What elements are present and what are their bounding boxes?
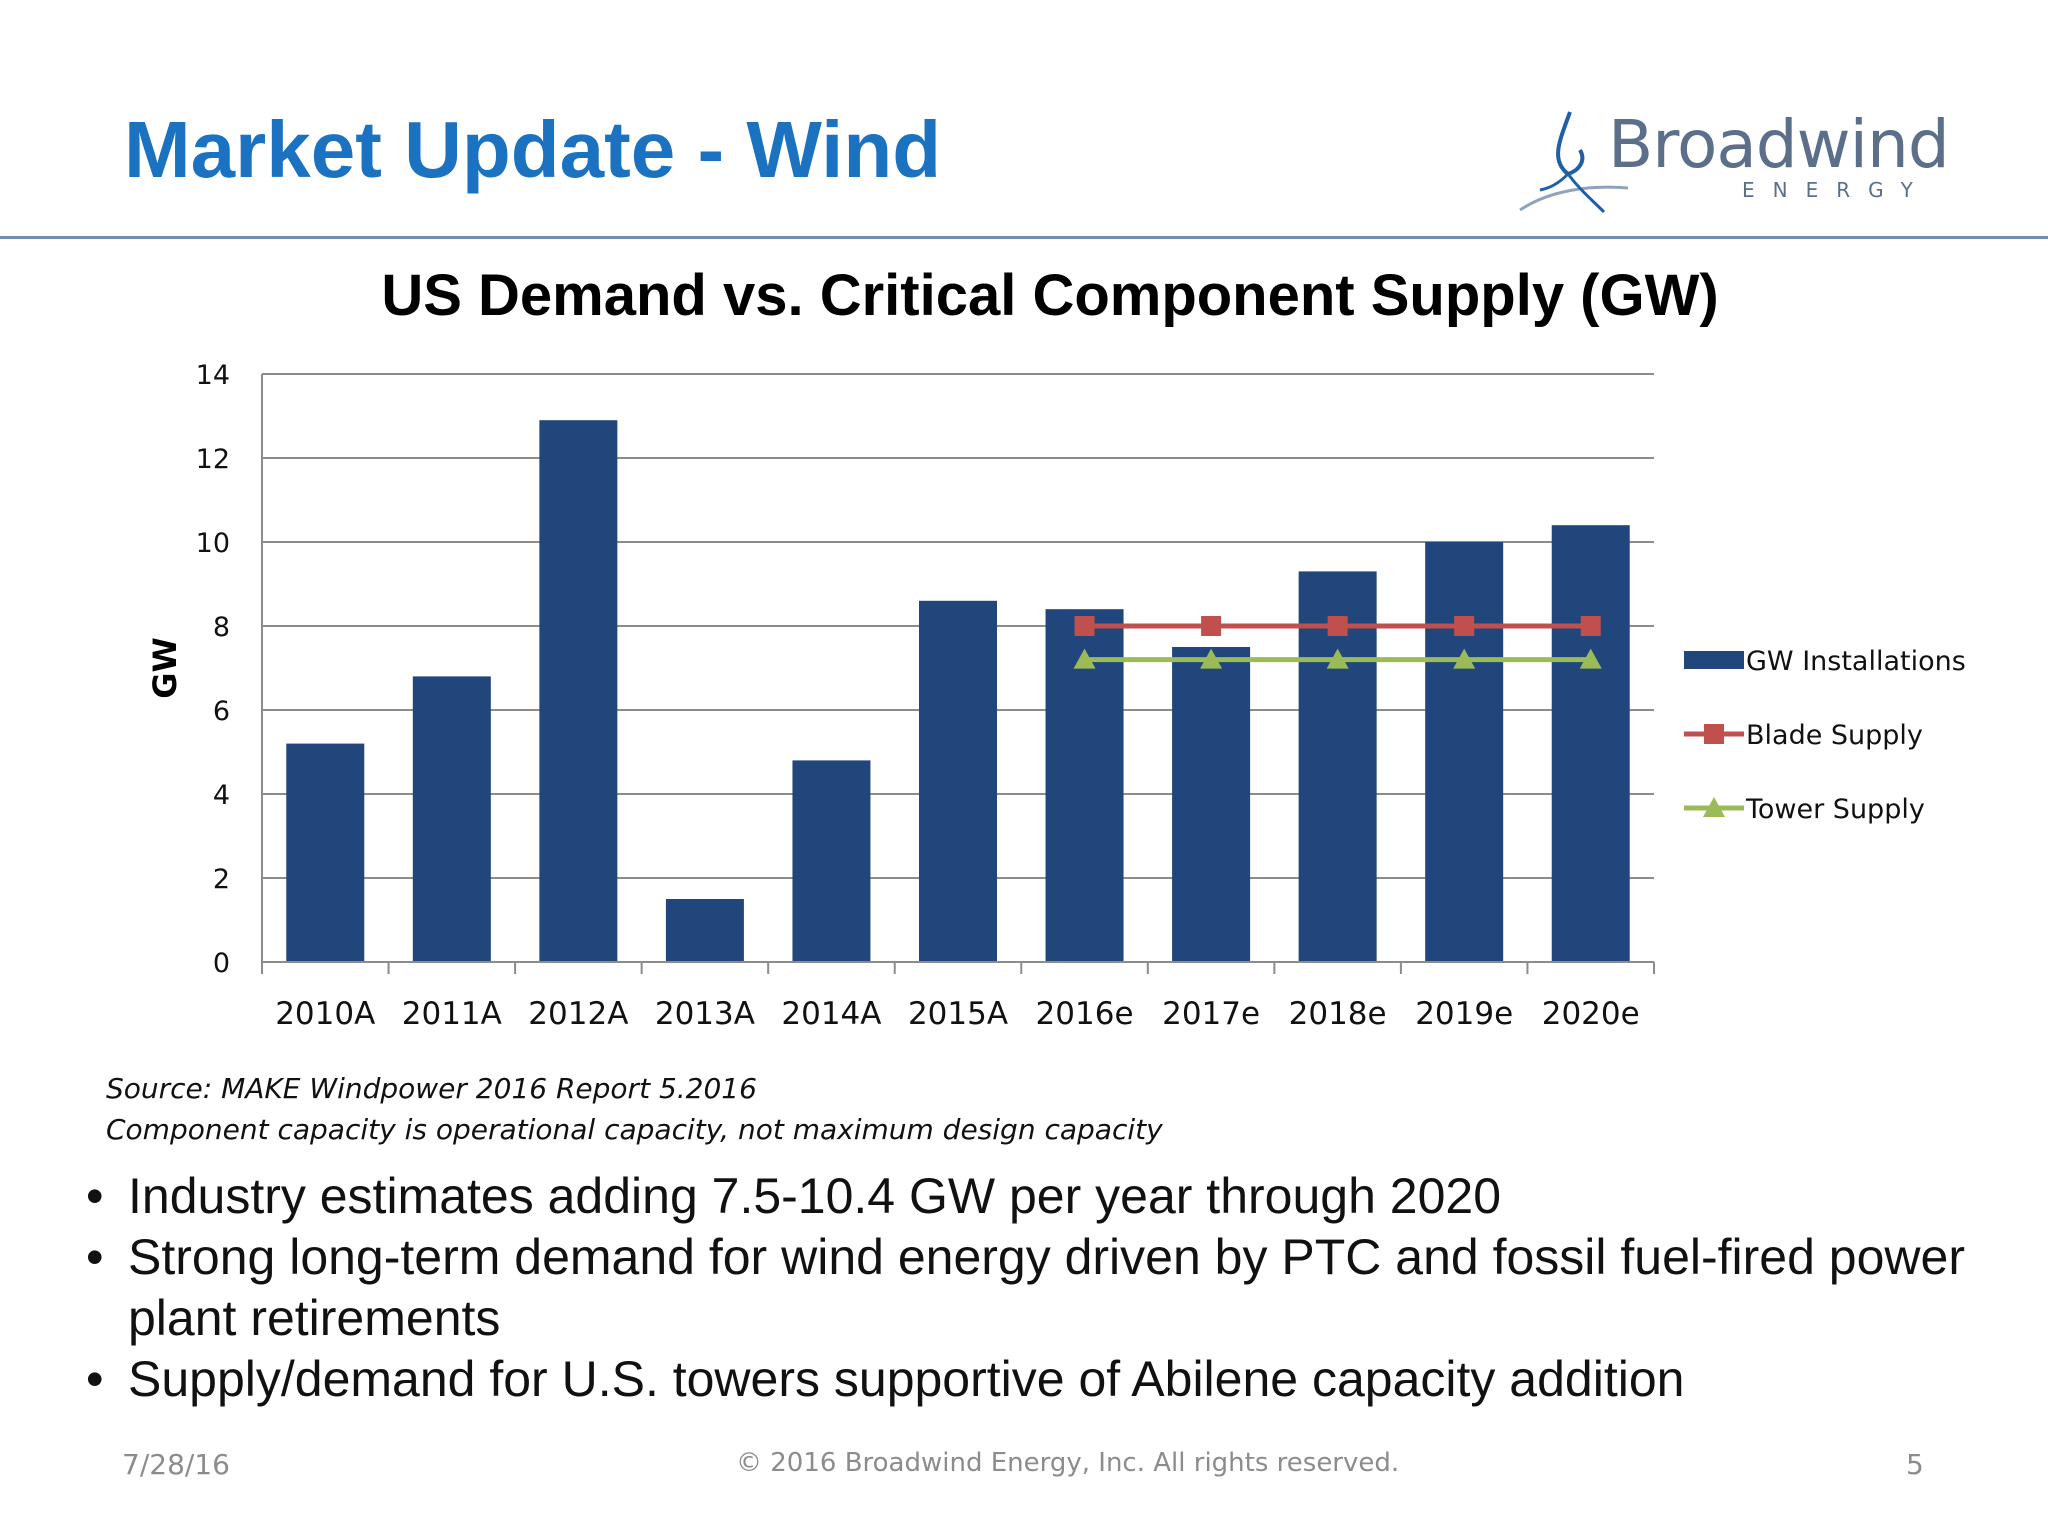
bar-gw-installations [665, 899, 744, 962]
x-tick-label: 2016e [1036, 996, 1134, 1032]
footer-copyright: © 2016 Broadwind Energy, Inc. All rights… [736, 1448, 1400, 1478]
logo-wordmark: Broadwind [1608, 106, 1950, 183]
bullet-symbol: • [86, 1351, 104, 1407]
marker-blade-supply [1074, 616, 1095, 636]
chart-title: US Demand vs. Critical Component Supply … [381, 263, 1719, 328]
y-tick-label: 6 [213, 696, 230, 727]
bar-gw-installations [1298, 571, 1377, 962]
bullet-symbol: • [86, 1168, 104, 1224]
bar-gw-installations [1172, 647, 1251, 962]
source-caveat: Component capacity is operational capaci… [106, 1113, 1163, 1146]
y-tick-label: 0 [213, 948, 230, 979]
x-tick-label: 2014A [781, 996, 881, 1032]
bullet-text: Supply/demand for U.S. towers supportive… [128, 1351, 1685, 1407]
marker-blade-supply [1454, 616, 1475, 636]
bar-gw-installations [792, 760, 871, 962]
bar-gw-installations [1425, 542, 1504, 962]
marker-blade-supply [1327, 616, 1348, 636]
marker-tower-supply [1579, 648, 1602, 669]
marker-tower-supply [1453, 648, 1476, 669]
y-tick-label: 10 [196, 528, 230, 559]
x-tick-label: 2015A [908, 996, 1008, 1032]
marker-blade-supply [1580, 616, 1601, 636]
y-tick-label: 14 [196, 360, 230, 391]
legend-swatch-gw-installations [1684, 651, 1744, 669]
x-tick-label: 2019e [1415, 996, 1513, 1032]
x-tick-label: 2020e [1542, 996, 1640, 1032]
x-tick-label: 2010A [275, 996, 375, 1032]
bar-gw-installations [1551, 525, 1630, 962]
logo-subtitle: ENERGY [1742, 178, 1931, 202]
marker-blade-supply [1201, 616, 1222, 636]
x-tick-label: 2017e [1162, 996, 1260, 1032]
footer-date: 7/28/16 [122, 1448, 230, 1481]
company-logo: Broadwind ENERGY [1510, 100, 1950, 220]
slide-title: Market Update - Wind [124, 105, 942, 194]
bullet-item: • Industry estimates adding 7.5-10.4 GW … [86, 1166, 2026, 1227]
x-tick-label: 2013A [655, 996, 755, 1032]
bar-gw-installations [539, 420, 618, 962]
y-tick-label: 12 [196, 444, 230, 475]
bar-line-chart: 0 2 4 6 8 10 12 14 GW 2010A 2011A 2012A 2013A 2014A 20… [146, 360, 1966, 1032]
y-axis-label: GW [146, 637, 184, 699]
source-note: Source: MAKE Windpower 2016 Report 5.201… [106, 1068, 1163, 1150]
legend-marker-blade-supply [1704, 724, 1724, 744]
y-tick-label: 8 [213, 612, 230, 643]
y-tick-label: 4 [213, 780, 230, 811]
bullet-item: • Strong long-term demand for wind energ… [86, 1227, 2026, 1349]
wind-turbine-logo-icon [1519, 111, 1629, 214]
page-number: 5 [1906, 1448, 1924, 1481]
marker-tower-supply [1200, 648, 1223, 669]
legend-label: Blade Supply [1746, 720, 1923, 751]
header-divider [0, 236, 2048, 239]
y-tick-label: 2 [213, 864, 230, 895]
legend-label: GW Installations [1746, 646, 1966, 677]
bullet-text: Strong long-term demand for wind energy … [128, 1229, 1965, 1346]
legend-label: Tower Supply [1745, 794, 1925, 825]
legend-marker-tower-supply [1703, 797, 1725, 817]
marker-tower-supply [1073, 648, 1096, 669]
bar-gw-installations [412, 676, 491, 962]
bullet-symbol: • [86, 1229, 104, 1285]
x-tick-label: 2018e [1289, 996, 1387, 1032]
x-tick-label: 2011A [402, 996, 502, 1032]
bullet-list: • Industry estimates adding 7.5-10.4 GW … [86, 1166, 2026, 1410]
bar-gw-installations [286, 743, 365, 962]
x-tick-label: 2012A [528, 996, 628, 1032]
marker-tower-supply [1326, 648, 1349, 669]
source-line: Source: MAKE Windpower 2016 Report 5.201… [106, 1072, 757, 1105]
bullet-item: • Supply/demand for U.S. towers supporti… [86, 1349, 2026, 1410]
bar-gw-installations [919, 600, 997, 962]
bullet-text: Industry estimates adding 7.5-10.4 GW pe… [128, 1168, 1501, 1224]
